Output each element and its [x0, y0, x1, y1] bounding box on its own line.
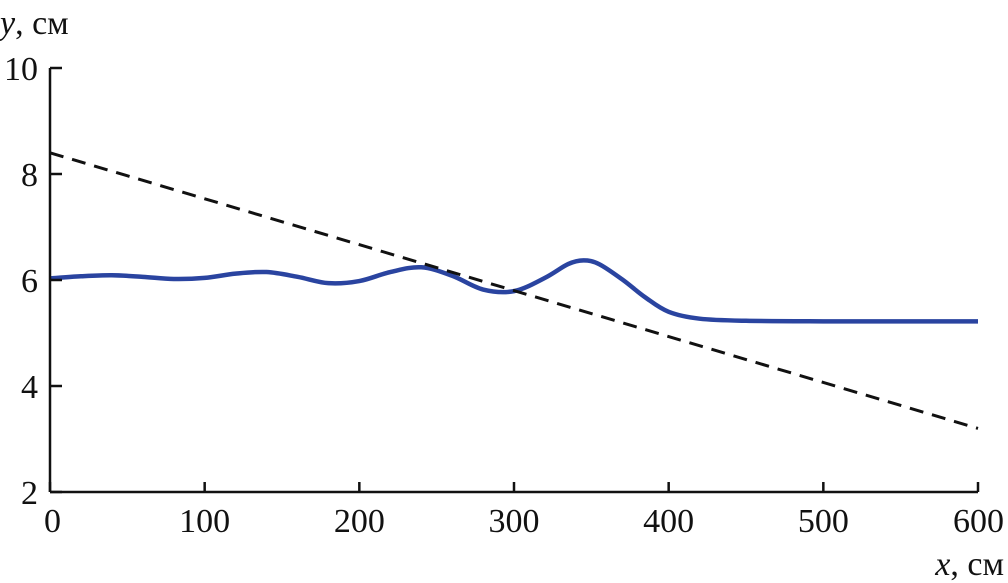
x-axis-unit: , см [950, 546, 1004, 583]
x-tick-label: 0 [44, 503, 61, 540]
x-tick-label: 400 [643, 503, 694, 540]
x-axis-variable: x [934, 546, 950, 583]
x-tick-label: 200 [334, 503, 385, 540]
x-tick-label: 500 [798, 503, 849, 540]
y-tick-label: 10 [4, 51, 38, 88]
x-tick-label: 600 [953, 503, 1004, 540]
dashed-series-line [49, 151, 979, 430]
y-tick-label: 4 [21, 369, 38, 406]
y-axis-unit: , см [15, 5, 69, 42]
y-axis-variable: y [0, 5, 16, 42]
x-tick-label: 300 [489, 503, 540, 540]
series-layer [49, 151, 979, 430]
y-tick-label: 8 [21, 157, 38, 194]
x-tick-label: 100 [179, 503, 230, 540]
solid-series-line [49, 258, 978, 324]
tick-layer: 0 100 200 300 400 500 600 2 4 6 8 10 [4, 51, 1004, 540]
x-axis-label: x, см [934, 546, 1004, 583]
y-axis-label: y, см [0, 5, 69, 42]
y-tick-label: 6 [21, 263, 38, 300]
y-tick-label: 2 [21, 475, 38, 512]
